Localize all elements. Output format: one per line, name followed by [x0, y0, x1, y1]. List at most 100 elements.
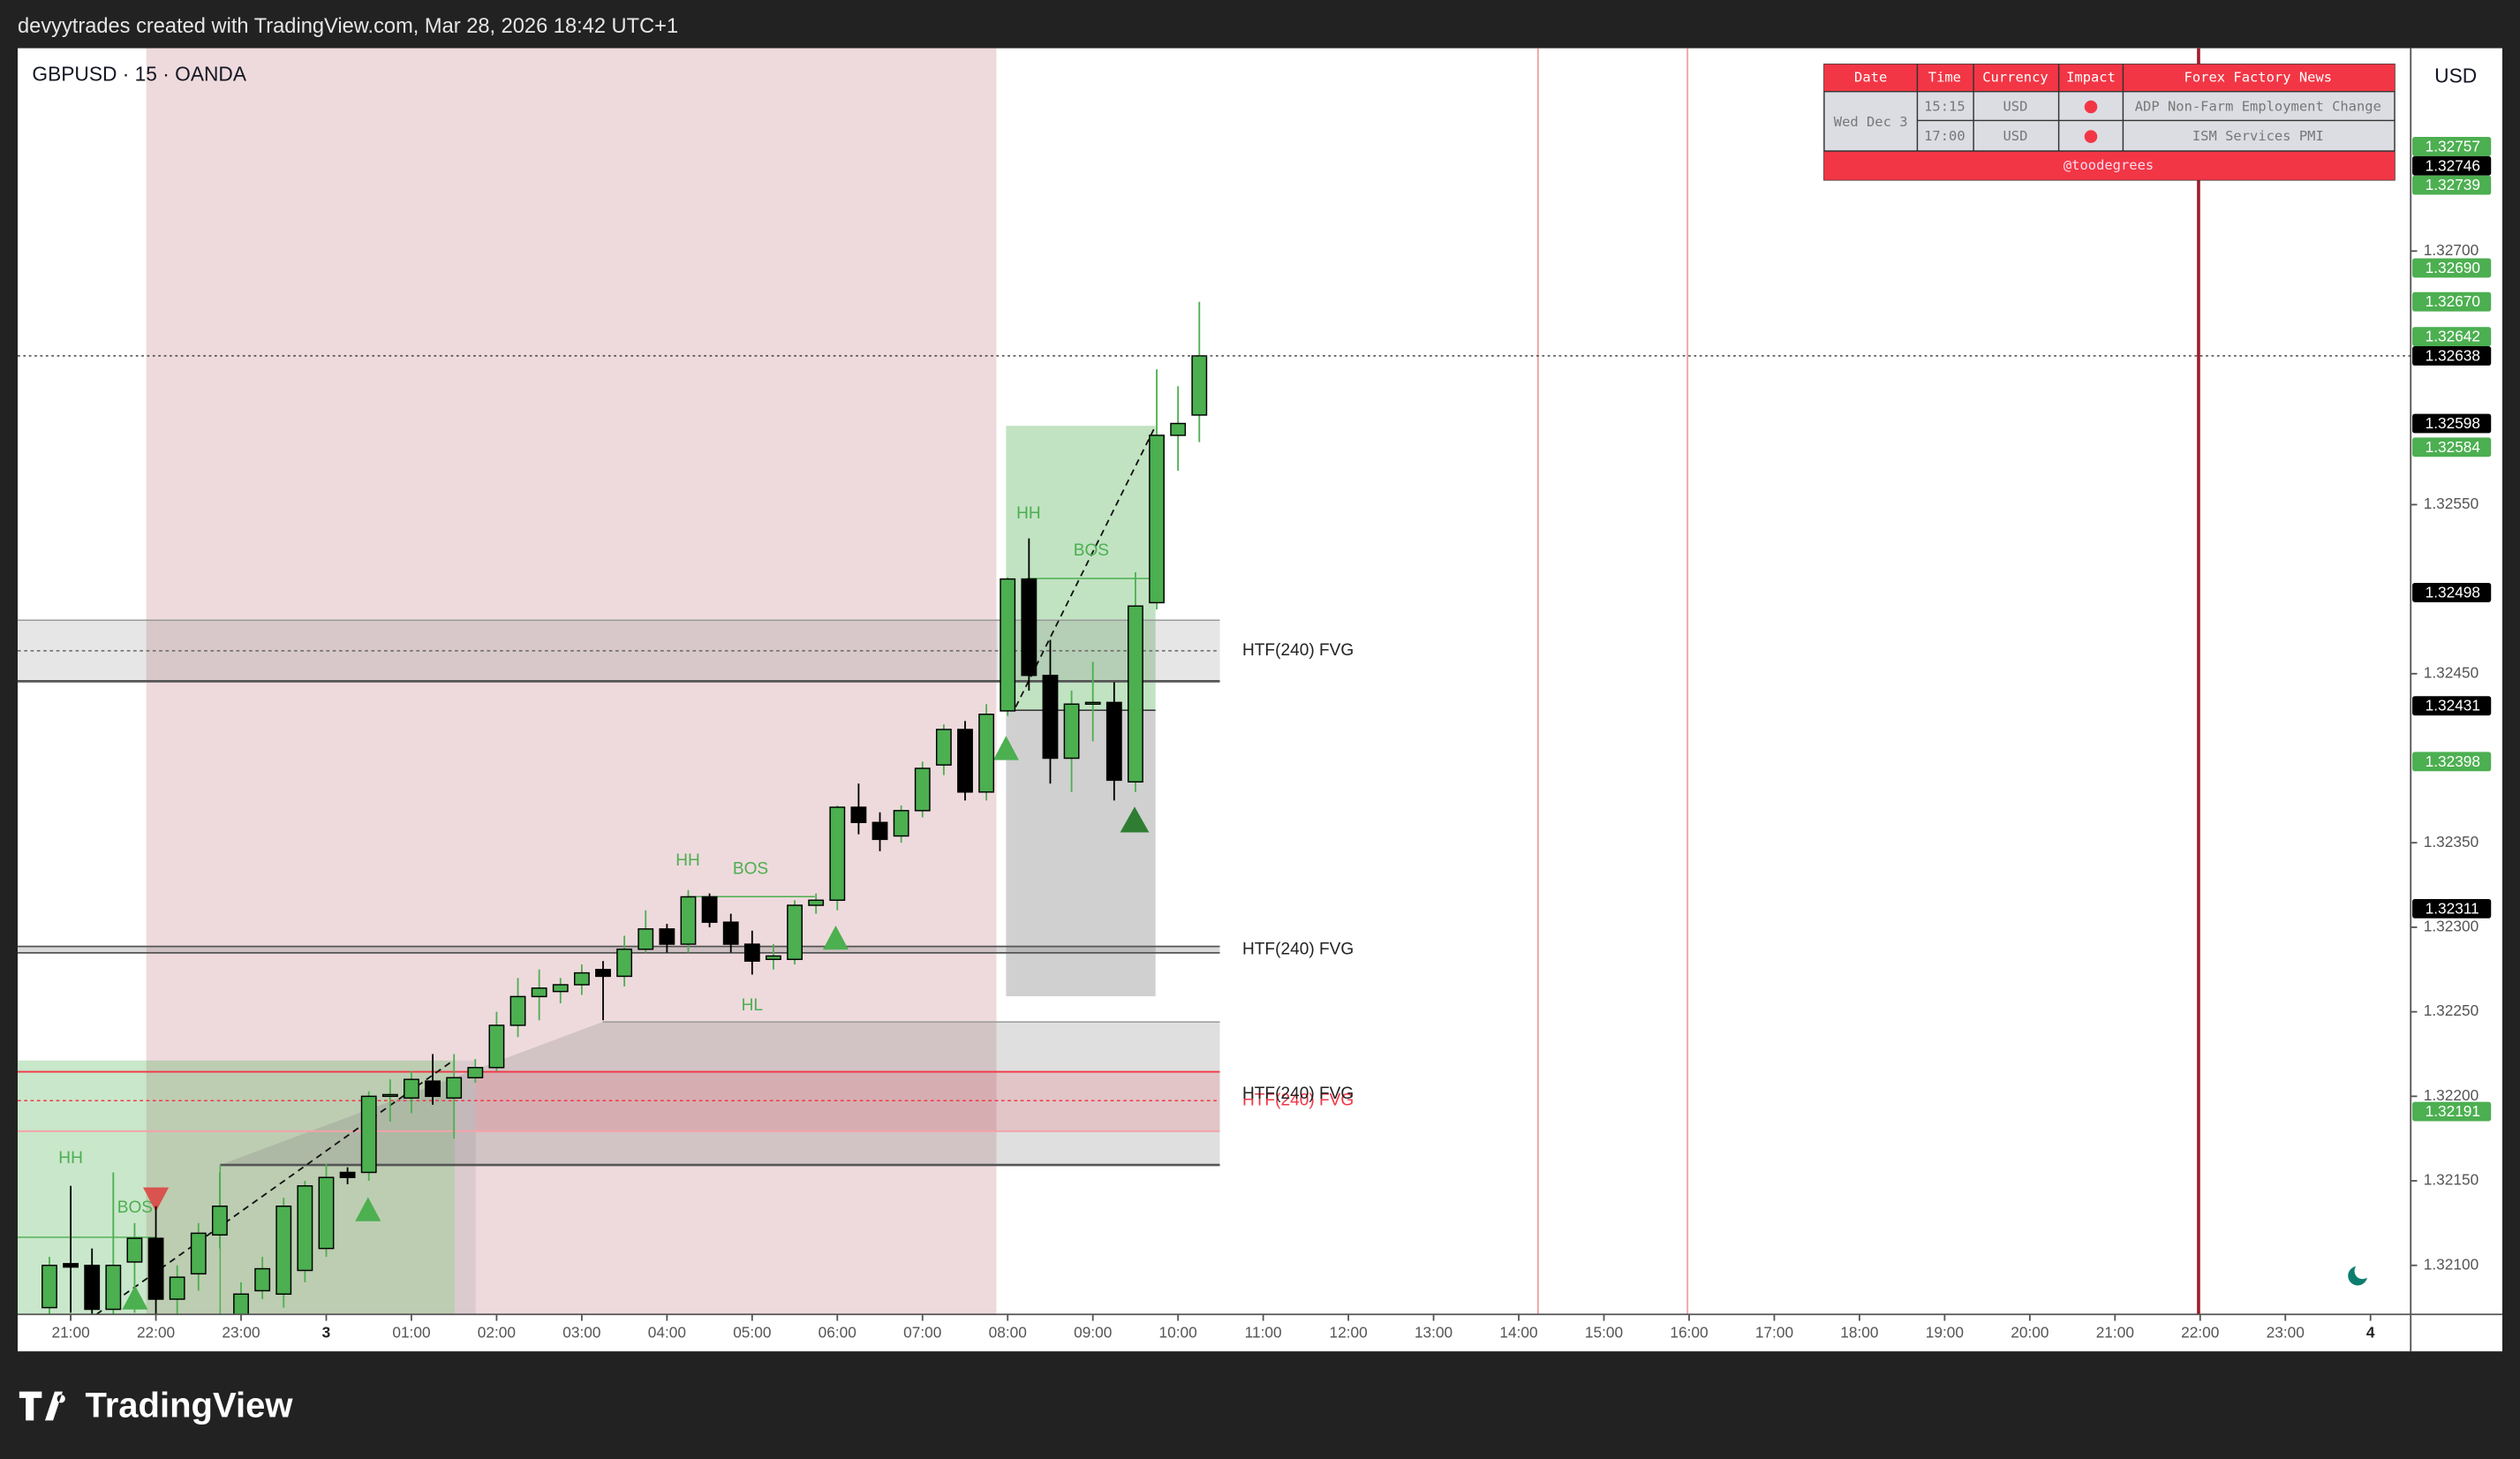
impact-dot — [2084, 130, 2098, 143]
candle-body — [360, 1095, 377, 1174]
x-tick-label: 15:00 — [1585, 1324, 1623, 1342]
table-header — [1823, 64, 2396, 92]
x-tick-label: 20:00 — [2011, 1324, 2048, 1342]
candle-body — [404, 1078, 419, 1099]
table-footer-text: @toodegrees — [2064, 157, 2154, 173]
currency[interactable]: USD — [2434, 64, 2477, 87]
structure-label: BOS — [1074, 541, 1109, 560]
candle-body — [190, 1232, 207, 1275]
x-tick-label: 19:00 — [1926, 1324, 1964, 1342]
table-cell: ADP Non-Farm Employment Change — [2135, 98, 2381, 114]
candle-body — [1149, 435, 1165, 604]
candle-body — [573, 971, 590, 986]
price-tag-label: 1.32598 — [2426, 414, 2480, 432]
theme-icon-cut — [2354, 1263, 2371, 1280]
price-tag-label: 1.32398 — [2426, 752, 2480, 770]
price-tag-label: 1.32584 — [2426, 438, 2481, 456]
range-box — [455, 1060, 476, 1315]
x-tick-label: 07:00 — [903, 1324, 941, 1342]
y-tick-label: 1.32300 — [2424, 917, 2479, 934]
structure-label: HH — [675, 851, 700, 870]
table-head-cell: Currency — [1982, 70, 2048, 86]
candle-body — [808, 899, 825, 906]
y-tick-label: 1.32450 — [2424, 663, 2479, 681]
x-tick-label: 3 — [322, 1324, 331, 1342]
candle-body — [488, 1024, 505, 1069]
candle-body — [425, 1080, 441, 1098]
x-tick-label: 02:00 — [478, 1324, 516, 1342]
candle-body — [701, 896, 718, 923]
price-tag — [2412, 175, 2492, 195]
impact-dot — [2084, 100, 2098, 114]
fvg-zone-red — [475, 1071, 1220, 1131]
price-tag — [2412, 696, 2492, 716]
candle-body — [318, 1176, 335, 1250]
price-tag — [2412, 291, 2492, 312]
candle-body — [935, 729, 952, 766]
table-head-cell: Date — [1854, 70, 1887, 86]
x-tick-label: 06:00 — [819, 1324, 856, 1342]
table-head-cell: Impact — [2066, 70, 2116, 86]
candle-body — [1042, 674, 1059, 760]
x-tick-label: 08:00 — [989, 1324, 1027, 1342]
price-tag — [2412, 752, 2492, 772]
candle-body — [850, 806, 867, 823]
candle-body — [893, 810, 909, 837]
candle-body — [871, 821, 888, 841]
x-tick-label: 21:00 — [2096, 1324, 2134, 1342]
price-tag — [2412, 583, 2492, 602]
signal-up — [1120, 806, 1150, 833]
candle-body — [638, 928, 654, 950]
table-cell: USD — [2003, 128, 2028, 144]
x-tick-label: 10:00 — [1159, 1324, 1197, 1342]
labels: HH BOS HH BOS HL HH BOS HTF(240) FVG HTF… — [58, 504, 1354, 1217]
candle-body — [381, 1093, 398, 1098]
signal-down — [142, 1187, 170, 1212]
signal-up — [822, 925, 849, 950]
table-cell: USD — [2003, 98, 2028, 114]
x-tick-label: 12:00 — [1329, 1324, 1367, 1342]
candle-body — [1000, 578, 1016, 712]
candle-body — [957, 729, 973, 793]
fvg-label: HTF(240) FVG — [1242, 1091, 1354, 1109]
structure-label: HH — [58, 1149, 83, 1168]
structure-label: BOS — [733, 859, 768, 878]
y-tick-label: 1.32700 — [2424, 241, 2479, 259]
fvg-label: HTF(240) FVG — [1242, 1085, 1354, 1103]
candle-body — [1021, 578, 1037, 677]
candle-body — [169, 1276, 185, 1300]
table-cell: Wed Dec 3 — [1834, 114, 1908, 130]
price-tag-label: 1.32642 — [2426, 328, 2480, 345]
range-box — [18, 1060, 456, 1315]
x-tick-label: 21:00 — [51, 1324, 89, 1342]
caption: devyytrades created with TradingView.com… — [18, 15, 678, 38]
x-tick-label: 03:00 — [562, 1324, 600, 1342]
candle-body — [787, 904, 803, 961]
price-tag-label: 1.32191 — [2426, 1102, 2480, 1120]
candle-body — [126, 1237, 143, 1263]
x-tick-label: 14:00 — [1499, 1324, 1537, 1342]
brand: TradingView — [85, 1386, 293, 1425]
price-tag — [2412, 898, 2492, 918]
candle-body — [339, 1171, 356, 1178]
y-tick-label: 1.32100 — [2424, 1255, 2479, 1273]
candle-body — [531, 987, 547, 998]
table-head-cell: Forex Factory News — [2184, 70, 2333, 86]
candle-body — [211, 1206, 228, 1236]
table-cell: ISM Services PMI — [2192, 128, 2324, 144]
candle-body — [63, 1263, 79, 1268]
candle-body — [1105, 701, 1122, 782]
news-table: Date Time Currency Impact Forex Factory … — [1823, 64, 2396, 181]
y-tick-label: 1.32350 — [2424, 833, 2479, 850]
signal-up — [992, 736, 1019, 760]
price-tag — [2412, 437, 2492, 457]
structure-label: BOS — [117, 1198, 153, 1217]
candle-body — [446, 1077, 463, 1099]
structure-label: HL — [742, 996, 763, 1015]
candle-body — [105, 1265, 122, 1311]
x-tick-label: 11:00 — [1245, 1324, 1282, 1342]
x-tick-label: 17:00 — [1755, 1324, 1793, 1342]
x-tick-label: 04:00 — [648, 1324, 686, 1342]
